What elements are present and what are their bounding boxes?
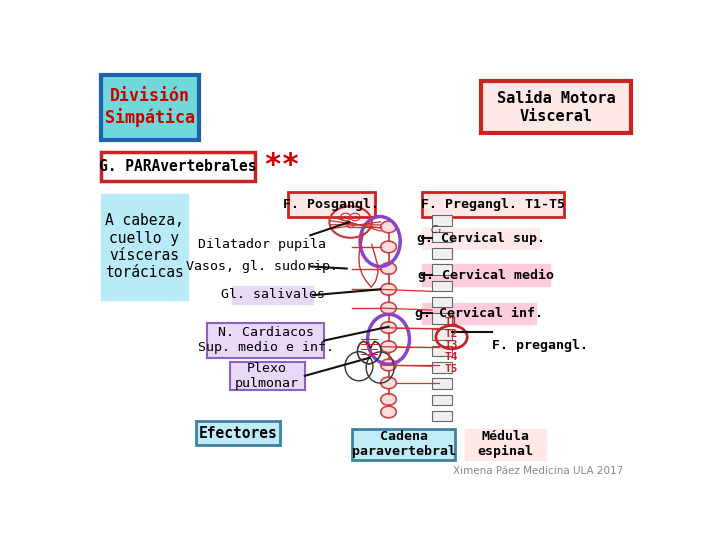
FancyBboxPatch shape: [101, 152, 255, 181]
Circle shape: [381, 241, 396, 253]
Text: Salida Motora
Visceral: Salida Motora Visceral: [497, 91, 616, 124]
Bar: [432, 411, 451, 421]
FancyBboxPatch shape: [101, 75, 199, 140]
Bar: [432, 395, 451, 405]
Bar: [432, 297, 451, 307]
FancyBboxPatch shape: [213, 235, 310, 254]
Text: División
Simpática: División Simpática: [105, 87, 195, 127]
Text: Médula
espinal: Médula espinal: [477, 430, 534, 458]
FancyBboxPatch shape: [233, 286, 313, 305]
FancyBboxPatch shape: [352, 429, 456, 460]
Circle shape: [381, 359, 396, 371]
Circle shape: [381, 302, 396, 314]
Bar: [432, 362, 451, 373]
Bar: [432, 264, 451, 275]
FancyBboxPatch shape: [422, 265, 550, 286]
Bar: [432, 313, 451, 324]
FancyBboxPatch shape: [465, 429, 546, 460]
FancyBboxPatch shape: [101, 194, 188, 300]
Text: F. Posgangl.: F. Posgangl.: [284, 198, 379, 211]
Bar: [432, 232, 451, 242]
Bar: [432, 248, 451, 259]
FancyBboxPatch shape: [196, 421, 279, 445]
FancyBboxPatch shape: [230, 362, 305, 390]
Circle shape: [381, 322, 396, 333]
Bar: [432, 215, 451, 226]
Text: g. Cervical medio: g. Cervical medio: [418, 269, 554, 282]
Bar: [432, 379, 451, 389]
Text: g. Cervical sup.: g. Cervical sup.: [417, 232, 544, 245]
Text: Dilatador pupila: Dilatador pupila: [197, 238, 325, 251]
Circle shape: [381, 263, 396, 274]
Circle shape: [381, 284, 396, 295]
Circle shape: [381, 221, 396, 233]
Circle shape: [381, 406, 396, 418]
Circle shape: [381, 394, 396, 406]
FancyBboxPatch shape: [422, 192, 564, 217]
Text: G. PARAvertebrales: G. PARAvertebrales: [99, 159, 256, 174]
FancyBboxPatch shape: [422, 228, 539, 248]
Bar: [432, 281, 451, 291]
FancyBboxPatch shape: [422, 302, 536, 324]
FancyBboxPatch shape: [288, 192, 374, 217]
Text: Gl. salivales: Gl. salivales: [221, 288, 325, 301]
FancyBboxPatch shape: [207, 323, 324, 357]
Text: Plexo
pulmonar: Plexo pulmonar: [235, 362, 300, 390]
Text: T1
T2
T3
T4
T5: T1 T2 T3 T4 T5: [445, 318, 459, 374]
Text: Efectores: Efectores: [199, 426, 277, 441]
Text: **: **: [263, 151, 300, 180]
FancyBboxPatch shape: [207, 258, 316, 276]
Text: Vasos, gl. sudorip.: Vasos, gl. sudorip.: [186, 260, 338, 273]
FancyBboxPatch shape: [481, 82, 631, 133]
Text: F. pregangl.: F. pregangl.: [492, 339, 588, 352]
Bar: [432, 329, 451, 340]
Circle shape: [381, 341, 396, 353]
Text: Ximena Páez Medicina ULA 2017: Ximena Páez Medicina ULA 2017: [453, 467, 623, 476]
Text: Cadena
paravertebral: Cadena paravertebral: [352, 430, 456, 458]
Circle shape: [381, 377, 396, 389]
Text: F. Pregangl. T1-T5: F. Pregangl. T1-T5: [421, 198, 565, 211]
Text: g. Cervical inf.: g. Cervical inf.: [415, 307, 543, 320]
Text: A cabeza,
cuello y
vísceras
torácicas: A cabeza, cuello y vísceras torácicas: [105, 213, 184, 280]
Bar: [432, 346, 451, 356]
Text: C₁: C₁: [431, 225, 442, 235]
Text: N. Cardiacos
Sup. medio e inf.: N. Cardiacos Sup. medio e inf.: [198, 327, 334, 354]
